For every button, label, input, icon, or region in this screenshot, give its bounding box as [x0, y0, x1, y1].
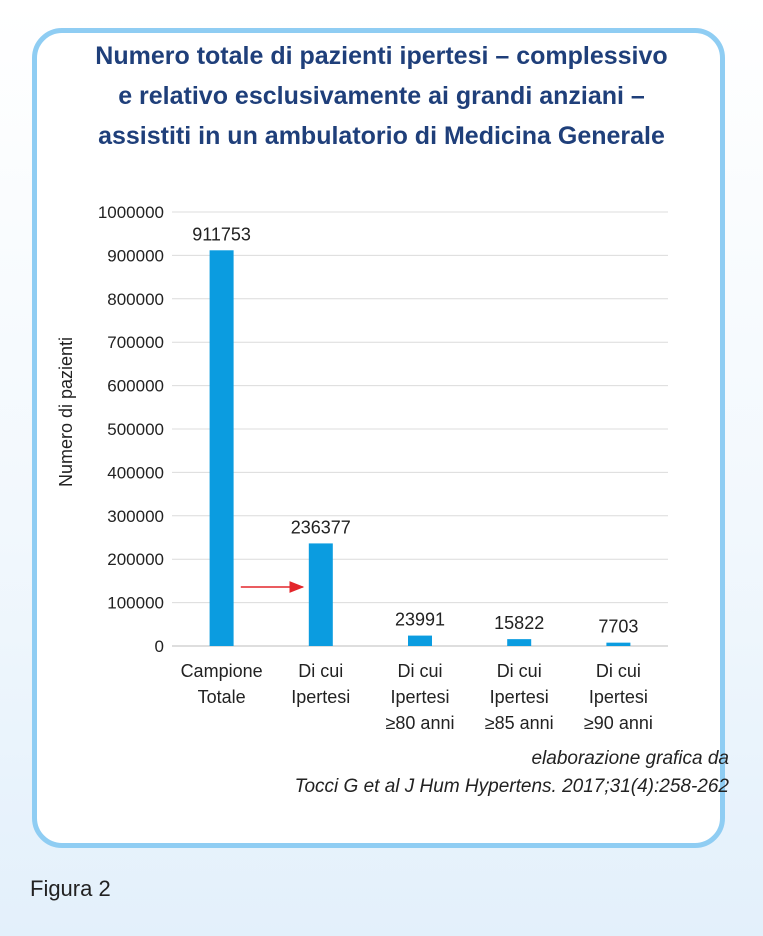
data-label: 23991: [395, 610, 445, 630]
bar: [308, 543, 333, 646]
x-tick-label: Di cui: [298, 661, 343, 681]
figure-card: [32, 28, 725, 848]
chart-title: Numero totale di pazienti ipertesi – com…: [0, 36, 763, 156]
x-tick-label: Ipertesi: [589, 687, 648, 707]
chart-title-line: assistiti in un ambulatorio di Medicina …: [98, 122, 665, 150]
source-credit-line: Tocci G et al J Hum Hypertens. 2017;31(4…: [294, 776, 729, 797]
data-label: 7703: [598, 617, 638, 637]
y-tick-label: 900000: [107, 246, 164, 265]
chart-title-line: e relativo esclusivamente ai grandi anzi…: [118, 82, 645, 110]
y-tick-label: 500000: [107, 420, 164, 439]
data-label: 236377: [291, 517, 351, 537]
x-tick-label: Di cui: [397, 661, 442, 681]
y-tick-label: 300000: [107, 507, 164, 526]
x-tick-label: ≥85 anni: [485, 713, 554, 733]
bar-chart: 0 100000 200000 300000 400000 500000 600000 700…: [56, 203, 668, 733]
x-tick-label: Ipertesi: [291, 687, 350, 707]
chart-title-line: Numero totale di pazienti ipertesi – com…: [95, 42, 668, 70]
y-tick-label: 600000: [107, 377, 164, 396]
bar: [507, 639, 532, 646]
bar: [606, 642, 631, 646]
y-tick-label: 1000000: [98, 203, 164, 222]
data-label: 15822: [494, 613, 544, 633]
y-tick-label: 100000: [107, 594, 164, 613]
y-tick-label: 700000: [107, 333, 164, 352]
y-tick-label: 800000: [107, 290, 164, 309]
x-tick-label: Totale: [198, 687, 246, 707]
data-label: 911753: [192, 224, 251, 244]
y-axis-label: Numero di pazienti: [56, 337, 76, 487]
x-tick-label: Ipertesi: [390, 687, 449, 707]
figure-label: Figura 2: [30, 876, 111, 901]
bar: [408, 635, 432, 646]
x-tick-label: ≥90 anni: [584, 713, 653, 733]
y-tick-label: 400000: [107, 463, 164, 482]
y-tick-label: 0: [155, 637, 164, 656]
x-tick-label: Di cui: [596, 661, 641, 681]
source-credit: elaborazione grafica da Tocci G et al J …: [295, 745, 729, 801]
x-tick-label: Di cui: [497, 661, 542, 681]
bar: [209, 250, 234, 646]
y-tick-label: 200000: [107, 550, 164, 569]
x-tick-label: Campione: [181, 661, 263, 681]
x-tick-label: Ipertesi: [490, 687, 549, 707]
source-credit-line: elaborazione grafica da: [531, 748, 729, 769]
x-tick-label: ≥80 anni: [386, 713, 455, 733]
